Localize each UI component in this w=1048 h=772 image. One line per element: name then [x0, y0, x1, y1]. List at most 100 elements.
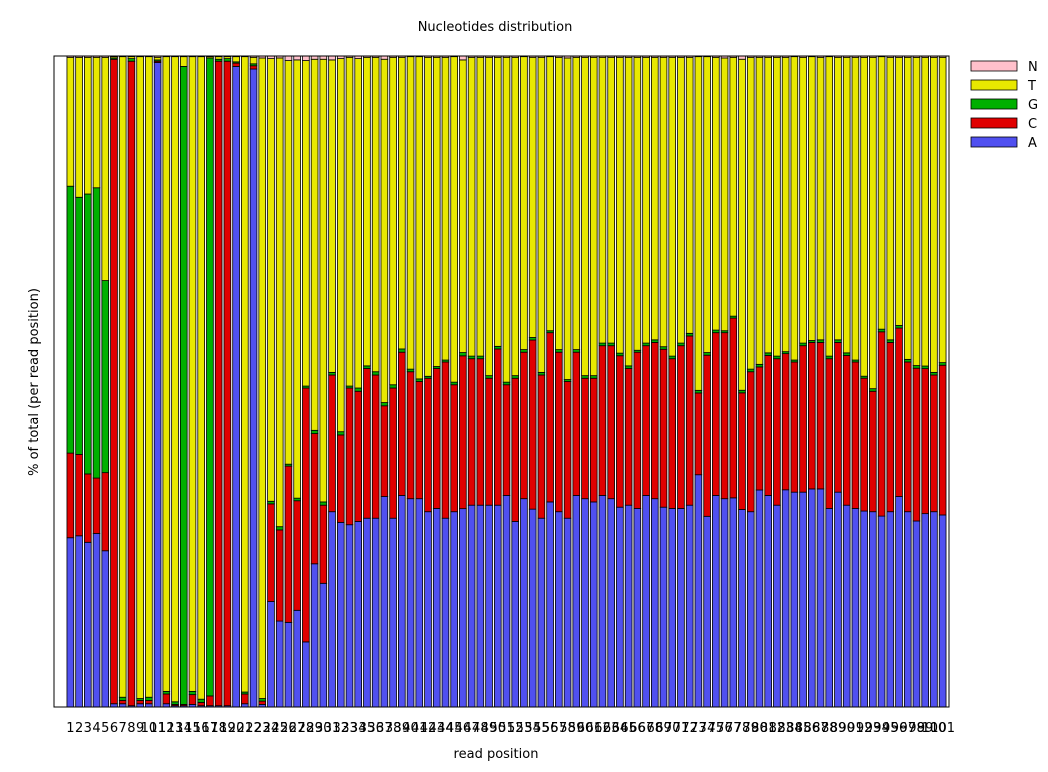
bar-T-14: [179, 56, 188, 67]
bar-A-76: [720, 498, 729, 708]
x-tick-label: 13: [167, 721, 184, 736]
bar-A-33: [345, 524, 354, 708]
bar-C-54: [528, 339, 537, 510]
x-tick-label: 56: [542, 721, 559, 736]
legend-label-C: C: [1028, 117, 1037, 132]
x-tick-label: 29: [306, 721, 323, 736]
bar-T-9: [136, 56, 144, 699]
bar-T-66: [633, 56, 642, 351]
bar-G-25: [275, 526, 284, 531]
bar-C-95: [886, 342, 895, 513]
bar-G-5: [101, 280, 110, 474]
bar-A-29: [310, 563, 319, 708]
bar-A-27: [293, 609, 301, 708]
bar-C-94: [877, 331, 886, 517]
x-tick-label: 96: [891, 721, 908, 736]
bar-T-83: [781, 56, 790, 353]
bar-A-68: [650, 498, 659, 708]
bar-T-87: [816, 56, 825, 341]
x-tick-label: 1: [66, 721, 74, 736]
x-tick-label: 72: [681, 721, 698, 736]
bar-G-32: [336, 431, 345, 436]
bar-C-22: [249, 65, 258, 70]
bar-T-72: [685, 56, 694, 334]
bar-C-78: [738, 392, 746, 510]
x-tick-label: 87: [812, 721, 829, 736]
x-axis-label: read position: [454, 747, 539, 762]
bar-C-43: [432, 368, 441, 509]
x-tick-label: 50: [490, 721, 507, 736]
bar-T-37: [380, 58, 389, 403]
bar-C-12: [162, 693, 171, 705]
x-tick-label: 63: [603, 721, 620, 736]
x-tick-label: 9: [136, 721, 144, 736]
x-tick-label: 34: [350, 721, 367, 736]
bar-C-66: [633, 351, 642, 509]
bar-C-36: [371, 374, 380, 519]
bar-A-50: [493, 504, 502, 708]
bar-C-89: [834, 342, 842, 493]
x-tick-label: 85: [795, 721, 812, 736]
bar-T-95: [886, 56, 895, 341]
bar-T-74: [703, 56, 711, 353]
bar-C-85: [799, 345, 807, 493]
bar-G-68: [650, 339, 659, 343]
bar-A-60: [581, 498, 589, 708]
bar-C-34: [354, 390, 363, 522]
bar-A-3: [84, 541, 92, 708]
bar-G-55: [537, 371, 546, 376]
bar-C-1: [66, 452, 75, 539]
bar-C-76: [720, 332, 729, 500]
bar-C-26: [284, 465, 293, 623]
x-tick-label: 6: [110, 721, 118, 736]
bar-C-44: [441, 361, 450, 519]
bar-A-56: [546, 501, 554, 708]
bar-A-90: [842, 504, 851, 708]
bar-C-83: [781, 353, 790, 491]
bar-T-93: [869, 56, 877, 390]
bar-T-10: [145, 56, 153, 698]
bar-C-21: [241, 693, 249, 705]
bar-A-89: [834, 491, 842, 708]
bar-T-35: [363, 56, 371, 367]
bar-T-25: [275, 57, 284, 528]
x-tick-label: 76: [716, 721, 733, 736]
bar-T-55: [537, 56, 546, 373]
x-tick-label: 91: [847, 721, 864, 736]
bar-A-4: [92, 533, 101, 708]
bar-T-64: [616, 56, 624, 354]
bar-T-42: [424, 56, 432, 377]
bar-T-79: [746, 56, 755, 370]
x-tick-label: 77: [725, 721, 742, 736]
x-tick-label: 38: [385, 721, 402, 736]
bar-C-71: [677, 345, 685, 509]
x-tick-label: 69: [655, 721, 672, 736]
bar-A-77: [729, 497, 738, 708]
bar-G-46: [459, 352, 467, 357]
bar-T-98: [912, 56, 921, 366]
bar-A-73: [694, 474, 703, 708]
bar-C-63: [607, 345, 615, 500]
bar-G-2: [75, 196, 83, 455]
bar-T-39: [398, 56, 406, 350]
x-tick-label: 95: [882, 721, 899, 736]
bar-C-4: [92, 477, 101, 534]
x-tick-label: 43: [428, 721, 445, 736]
bar-A-99: [921, 513, 929, 708]
bar-T-23: [258, 57, 267, 699]
x-tick-label: 41: [411, 721, 428, 736]
x-tick-label: 44: [437, 721, 454, 736]
bar-C-25: [275, 529, 284, 622]
bar-C-87: [816, 342, 825, 490]
x-tick-label: 81: [760, 721, 777, 736]
bar-C-35: [363, 368, 371, 519]
bar-N-28: [302, 55, 310, 61]
x-tick-label: 80: [751, 721, 768, 736]
x-tick-label: 93: [865, 721, 882, 736]
bar-C-28: [302, 387, 310, 643]
bar-T-16: [197, 56, 206, 700]
bar-G-10: [145, 696, 153, 701]
bar-A-61: [589, 501, 598, 708]
bar-A-37: [380, 496, 389, 708]
bar-T-5: [101, 56, 110, 281]
